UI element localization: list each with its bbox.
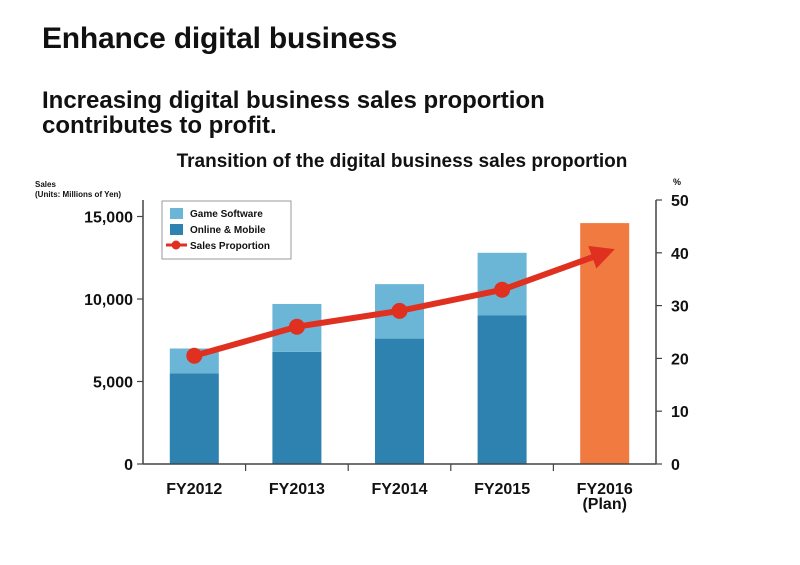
x-tick-sublabel: (Plan) — [582, 496, 626, 513]
y-axis-label: Sales — [35, 180, 56, 189]
axes-layer: 0 5,000 10,000 15,000 0 10 20 30 40 50 — [84, 193, 689, 474]
y-tick-label: 10,000 — [84, 292, 133, 309]
bar-online-mobile-fy2012 — [169, 373, 219, 464]
legend-box — [161, 200, 292, 260]
category-labels-layer: FY2012 FY2013 FY2014 FY2015 FY2016(Plan) — [166, 481, 633, 513]
page-subheading: Increasing digital business sales propor… — [42, 88, 742, 138]
y-axis-units-label: (Units: Millions of Yen) — [35, 190, 121, 199]
bar-online-mobile-fy2014 — [375, 338, 424, 464]
legend-label-sales-proportion: Sales Proportion — [190, 241, 270, 252]
y-tick-label: 15,000 — [84, 210, 133, 227]
bar-online-mobile-fy2015 — [477, 315, 527, 464]
legend-swatch-online-mobile — [170, 224, 183, 235]
sales-proportion-point-fy2013 — [288, 318, 305, 335]
y-tick-label: 5,000 — [93, 375, 133, 392]
y2-tick-label: 10 — [671, 404, 689, 421]
page-heading: Enhance digital business — [42, 22, 398, 55]
x-tick-label: FY2014 — [371, 481, 427, 498]
x-tick-label: FY2012 — [166, 481, 222, 498]
sales-proportion-point-fy2012 — [186, 347, 203, 364]
y2-tick-label: 50 — [671, 193, 689, 210]
sales-proportion-point-fy2015 — [494, 281, 511, 298]
y2-axis-label: % — [673, 177, 681, 187]
chart-title: Transition of the digital business sales… — [177, 151, 628, 172]
x-tick-label: FY2015 — [474, 481, 530, 498]
x-tick-label: FY2013 — [269, 481, 325, 498]
y2-tick-label: 20 — [671, 351, 689, 368]
legend-label-online-mobile: Online & Mobile — [190, 225, 266, 236]
x-tick-label: FY2016 — [577, 481, 633, 498]
chart-legend: Game Software Online & Mobile Sales Prop… — [161, 200, 292, 260]
y2-tick-label: 40 — [671, 246, 689, 263]
y-tick-label: 0 — [124, 457, 133, 474]
legend-swatch-sales-proportion-marker — [171, 240, 181, 250]
legend-label-game-software: Game Software — [190, 209, 263, 220]
sales-proportion-line-layer — [186, 245, 615, 364]
y2-tick-label: 30 — [671, 299, 689, 316]
sales-proportion-point-fy2014 — [391, 302, 408, 319]
subheading-line-1: Increasing digital business sales propor… — [42, 87, 545, 114]
bar-online-mobile-fy2013 — [272, 351, 322, 464]
legend-swatch-game-software — [170, 208, 183, 219]
subheading-line-2: contributes to profit. — [42, 112, 277, 139]
y2-tick-label: 0 — [671, 457, 680, 474]
